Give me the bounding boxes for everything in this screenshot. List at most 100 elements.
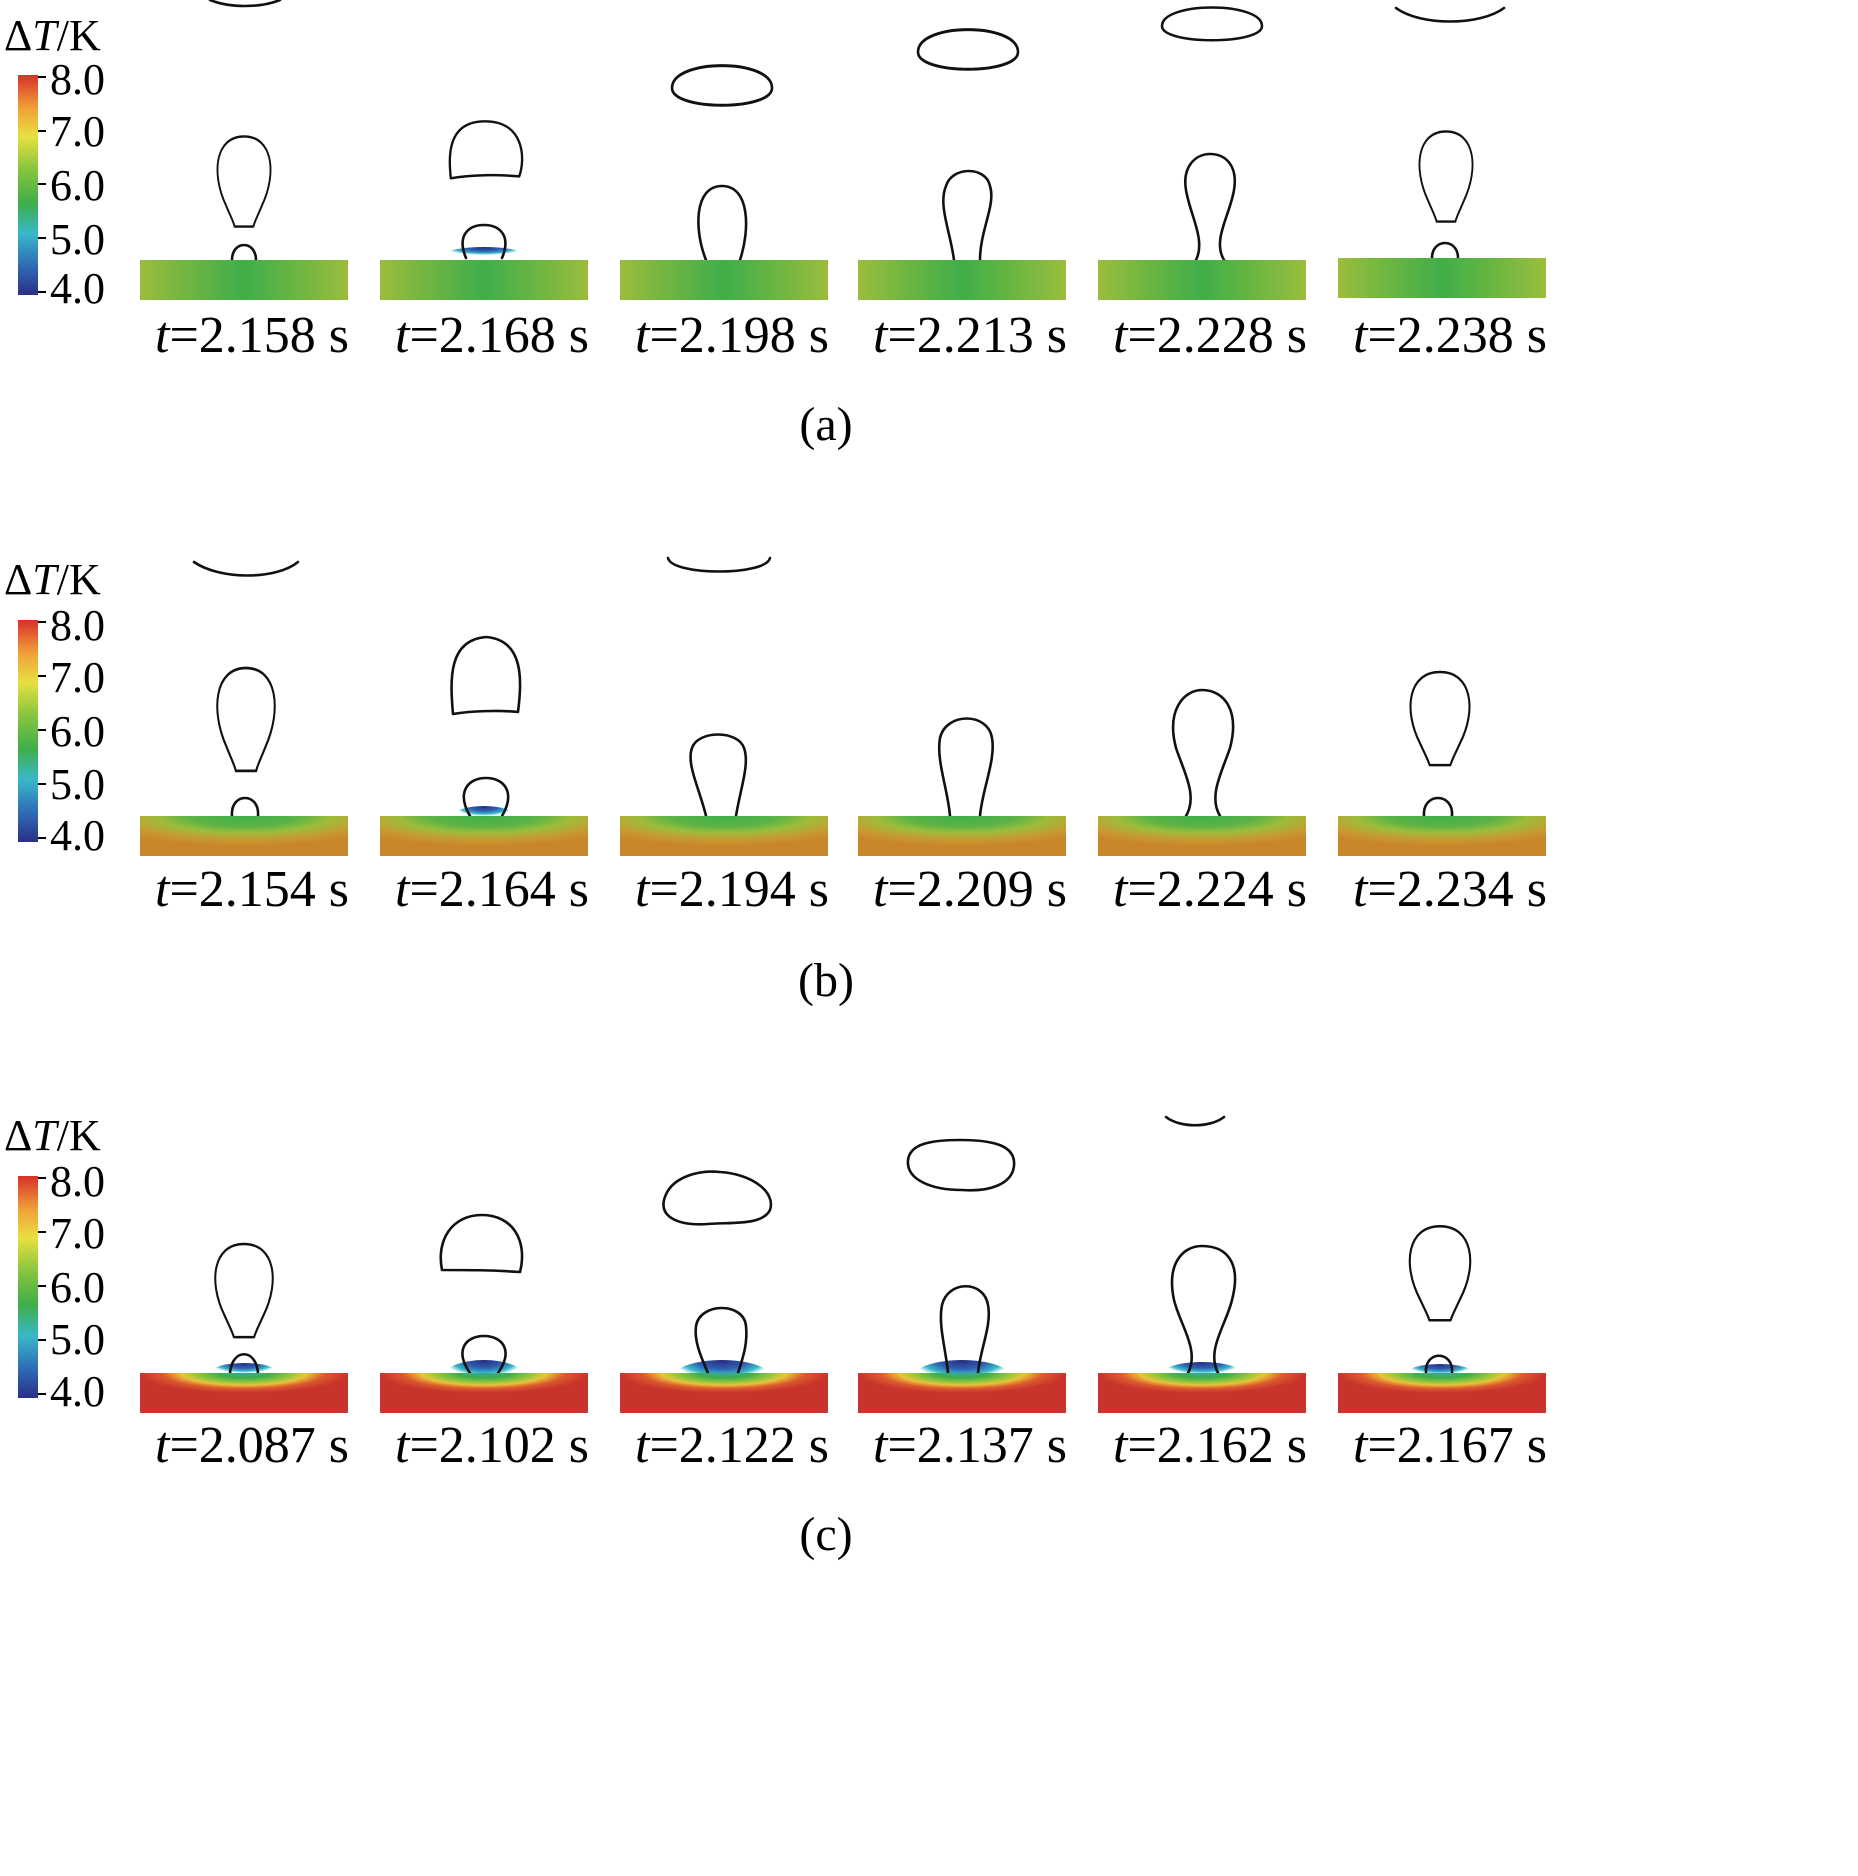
colorbar-b: ΔT/K 8.0 7.0 6.0 5.0 4.0 <box>4 555 105 860</box>
heated-wall <box>620 260 828 300</box>
panel-c: ΔT/K 8.0 7.0 6.0 5.0 4.0 t=2.087 s <box>4 1111 1547 1561</box>
bubble-detached <box>210 0 280 6</box>
panel-a: ΔT/K 8.0 7.0 6.0 5.0 4.0 t=2.158 s <box>4 0 1547 451</box>
frame: t=2.167 s <box>1338 1226 1547 1474</box>
colorbar-tick: 4.0 <box>50 811 105 860</box>
time-label: t=2.164 s <box>395 861 589 918</box>
bubble-departed <box>1419 131 1472 221</box>
heated-wall <box>1338 816 1546 856</box>
colorbar-tick: 8.0 <box>50 55 105 104</box>
colorbar-tick: 8.0 <box>50 1157 105 1206</box>
heated-wall <box>140 1373 348 1413</box>
heated-wall <box>140 260 348 300</box>
colorbar-tick: 5.0 <box>50 1315 105 1364</box>
time-label: t=2.198 s <box>635 307 829 364</box>
time-label: t=2.234 s <box>1353 861 1547 918</box>
frame: t=2.162 s <box>1098 1117 1307 1474</box>
panel-label: (c) <box>799 1508 852 1561</box>
bubble-departed <box>215 1244 273 1337</box>
bubble-nucleus <box>232 798 258 816</box>
colorbar-c: ΔT/K 8.0 7.0 6.0 5.0 4.0 <box>4 1111 105 1416</box>
time-label: t=2.167 s <box>1353 1417 1547 1474</box>
frame: t=2.158 s <box>140 0 349 364</box>
frame: t=2.234 s <box>1338 672 1547 918</box>
bubble-departed <box>217 668 275 771</box>
bubble-growing <box>941 1286 989 1373</box>
panel-label: (b) <box>798 954 854 1007</box>
bubble-detached <box>1162 7 1262 40</box>
heated-wall <box>1338 258 1546 298</box>
bubble-detached <box>918 30 1018 70</box>
bubble-growing <box>1173 690 1233 816</box>
frame: t=2.238 s <box>1338 8 1547 364</box>
frame: t=2.122 s <box>620 1172 829 1474</box>
bubble-growing <box>1185 154 1234 260</box>
frame: t=2.087 s <box>140 1244 349 1474</box>
heated-wall <box>1098 1373 1306 1413</box>
frame: t=2.194 s <box>620 558 829 918</box>
colorbar-tick: 6.0 <box>50 707 105 756</box>
time-label: t=2.228 s <box>1113 307 1307 364</box>
time-label: t=2.158 s <box>155 307 349 364</box>
colorbar-gradient <box>18 620 38 842</box>
frame: t=2.168 s <box>380 121 589 364</box>
time-label: t=2.154 s <box>155 861 349 918</box>
heated-wall <box>1338 1373 1546 1413</box>
bubble-detached <box>194 562 298 576</box>
time-label: t=2.162 s <box>1113 1417 1307 1474</box>
bubble-nucleus <box>1432 243 1458 258</box>
bubble-departed <box>452 637 521 714</box>
bubble-growing <box>1172 1246 1235 1373</box>
time-label: t=2.213 s <box>873 307 1067 364</box>
time-label: t=2.224 s <box>1113 861 1307 918</box>
time-label: t=2.122 s <box>635 1417 829 1474</box>
colorbar-a: ΔT/K 8.0 7.0 6.0 5.0 4.0 <box>4 11 105 313</box>
bubble-departed <box>441 1215 522 1272</box>
bubble-detached <box>1166 1117 1224 1125</box>
colorbar-tick: 6.0 <box>50 161 105 210</box>
panel-b: ΔT/K 8.0 7.0 6.0 5.0 4.0 t=2.154 s <box>4 555 1547 1007</box>
frame: t=2.228 s <box>1098 7 1307 364</box>
heated-wall <box>380 816 588 856</box>
colorbar-title: ΔT/K <box>4 11 101 60</box>
bubble-growing <box>691 735 746 817</box>
time-label: t=2.209 s <box>873 861 1067 918</box>
bubble-detached <box>672 66 772 106</box>
heated-wall <box>380 1373 588 1413</box>
colorbar-tick: 7.0 <box>50 1209 105 1258</box>
bubble-detached <box>663 1172 770 1225</box>
bubble-detached <box>1396 8 1504 22</box>
colorbar-title: ΔT/K <box>4 555 101 604</box>
time-label: t=2.168 s <box>395 307 589 364</box>
bubble-departed <box>217 136 270 226</box>
colorbar-gradient <box>18 1176 38 1398</box>
bubble-departed <box>450 121 522 178</box>
colorbar-tick: 4.0 <box>50 1367 105 1416</box>
frame: t=2.164 s <box>380 637 589 918</box>
heated-wall <box>140 816 348 856</box>
heated-wall <box>380 260 588 300</box>
heated-wall <box>858 260 1066 300</box>
heated-wall <box>1098 816 1306 856</box>
panel-label: (a) <box>799 398 852 451</box>
heated-wall <box>858 1373 1066 1413</box>
bubble-departed <box>1411 672 1470 765</box>
frame: t=2.154 s <box>140 562 349 918</box>
frame: t=2.137 s <box>858 1140 1067 1474</box>
frame: t=2.224 s <box>1098 690 1307 918</box>
colorbar-title: ΔT/K <box>4 1111 101 1160</box>
bubble-growing <box>943 171 991 260</box>
bubble-nucleus <box>232 245 256 260</box>
bubble-growing <box>939 719 993 817</box>
bubble-detached <box>668 558 770 572</box>
time-label: t=2.194 s <box>635 861 829 918</box>
heated-wall <box>1098 260 1306 300</box>
colorbar-tick: 7.0 <box>50 107 105 156</box>
colorbar-tick: 6.0 <box>50 1263 105 1312</box>
heated-wall <box>858 816 1066 856</box>
bubble-growth-figure: ΔT/K 8.0 7.0 6.0 5.0 4.0 t=2.158 s <box>0 0 1858 1876</box>
colorbar-tick: 8.0 <box>50 601 105 650</box>
colorbar-tick: 4.0 <box>50 264 105 313</box>
colorbar-tick: 7.0 <box>50 653 105 702</box>
frame: t=2.198 s <box>620 66 829 364</box>
